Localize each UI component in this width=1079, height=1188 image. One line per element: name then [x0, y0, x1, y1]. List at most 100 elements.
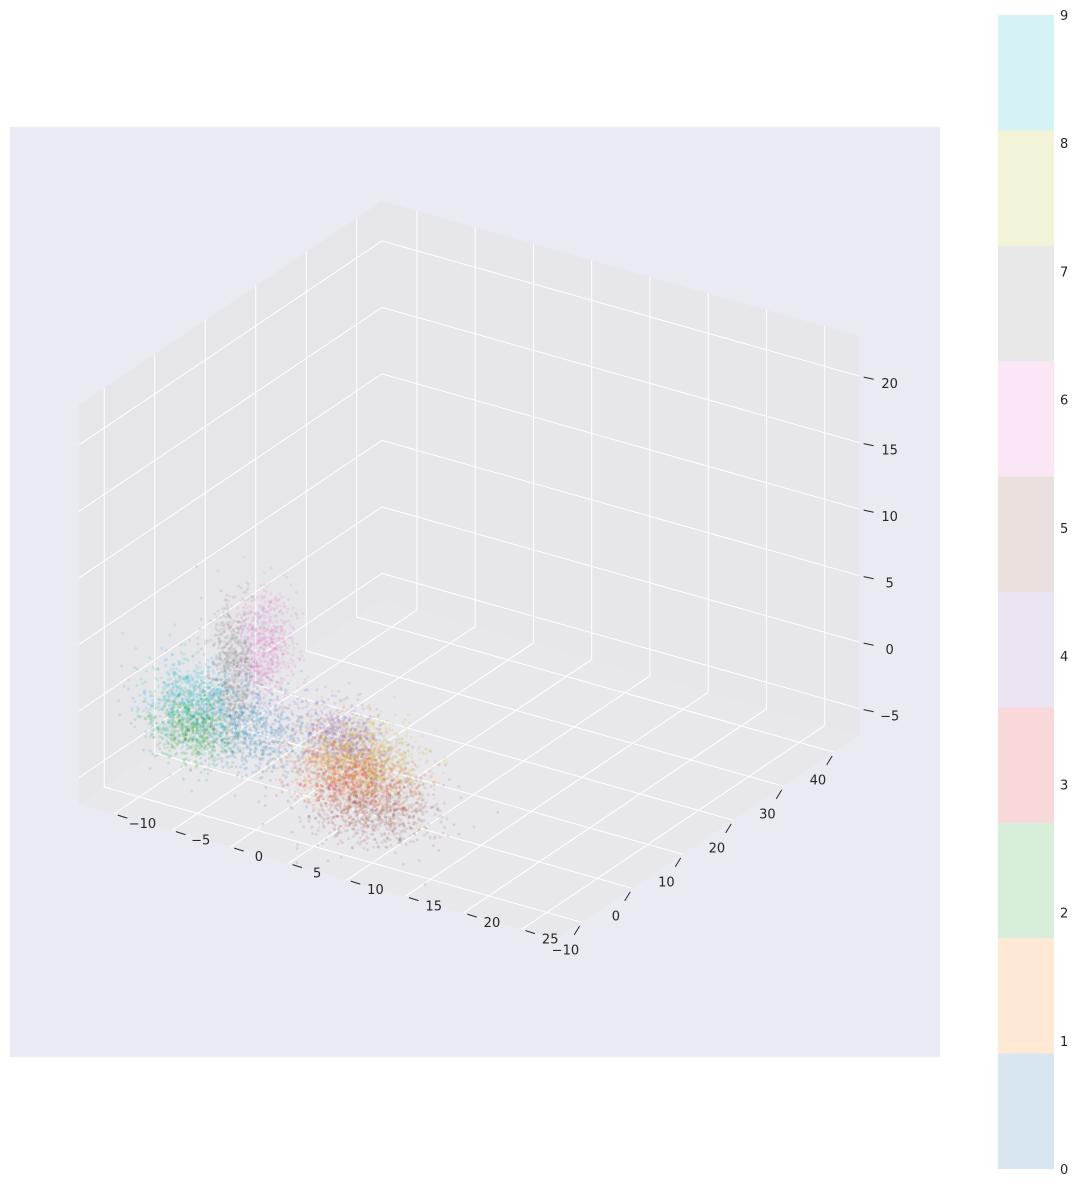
scatter-point	[369, 762, 373, 766]
scatter-point	[330, 810, 334, 814]
scatter-point	[264, 734, 268, 737]
scatter-point	[256, 696, 260, 700]
scatter-point	[272, 698, 276, 702]
scatter-point	[223, 740, 227, 744]
scatter-point	[208, 752, 212, 756]
scatter-point	[313, 736, 316, 740]
scatter-point	[352, 737, 355, 741]
scatter-point	[359, 750, 363, 754]
scatter-point	[277, 746, 281, 750]
scatter-point	[349, 774, 353, 778]
scatter-point	[241, 751, 245, 755]
scatter-point	[257, 692, 261, 696]
scatter-point	[211, 718, 215, 722]
scatter-point	[235, 734, 239, 738]
scatter-point	[170, 728, 174, 732]
scatter-point	[348, 765, 352, 769]
scatter-point	[322, 777, 325, 781]
scatter-point	[141, 700, 145, 703]
scatter-point	[174, 720, 177, 724]
scatter-point	[261, 732, 265, 736]
scatter-point	[183, 709, 187, 713]
scatter-point	[330, 759, 334, 763]
scatter-point	[341, 779, 345, 783]
scatter-point	[202, 725, 206, 729]
scatter-point	[393, 851, 397, 855]
scatter-point	[317, 796, 321, 799]
scatter-point	[196, 763, 200, 767]
scatter-point	[174, 702, 178, 706]
scatter-point	[264, 720, 268, 724]
scatter-point	[332, 764, 336, 768]
scatter-point	[290, 639, 294, 643]
scatter-point	[185, 736, 188, 740]
scatter-point	[186, 699, 190, 703]
scatter-point	[265, 769, 269, 773]
scatter-point	[337, 830, 341, 834]
scatter-point	[358, 836, 362, 840]
scatter-point	[323, 717, 327, 721]
scatter-point	[166, 746, 170, 750]
scatter-point	[324, 779, 328, 782]
scatter-point	[267, 621, 271, 625]
scatter-point	[299, 669, 303, 673]
scatter-point	[353, 706, 357, 710]
scatter-point	[306, 752, 310, 756]
scatter-point	[314, 737, 318, 741]
scatter-point	[277, 749, 280, 753]
scatter-point	[265, 610, 269, 614]
scatter-point	[142, 748, 146, 752]
scatter-point	[176, 724, 180, 728]
scatter-point	[371, 732, 375, 736]
scatter-point	[401, 862, 405, 866]
scatter-point	[350, 784, 354, 788]
scatter-point	[273, 732, 277, 736]
scatter-point	[395, 816, 399, 820]
scatter-point	[291, 760, 295, 764]
scatter-point	[384, 726, 388, 730]
scatter-point	[193, 759, 197, 762]
scatter-point	[257, 653, 261, 656]
scatter-point	[188, 708, 191, 712]
scatter-point	[300, 700, 304, 704]
scatter-point	[303, 799, 307, 803]
scatter-point	[314, 742, 318, 746]
scatter-point	[232, 754, 235, 758]
scatter-point	[330, 758, 333, 762]
scatter-point	[327, 764, 331, 768]
scatter-point	[260, 706, 264, 710]
scatter-point	[169, 733, 173, 737]
scatter-point	[344, 762, 348, 766]
scatter-point	[421, 813, 425, 816]
scatter-point	[207, 686, 210, 690]
scatter-point	[310, 749, 314, 753]
scatter-point	[267, 672, 271, 675]
scatter-point	[190, 751, 194, 755]
scatter-point	[243, 737, 247, 741]
scatter-point	[197, 711, 201, 715]
scatter-point	[171, 707, 174, 711]
scatter-point	[342, 787, 346, 791]
scatter-point	[227, 737, 231, 741]
scatter-point	[328, 771, 332, 775]
scatter-point	[168, 714, 172, 718]
scatter-point	[340, 774, 343, 778]
scatter-point	[289, 795, 293, 799]
scatter-point	[403, 800, 406, 803]
scatter-point	[258, 742, 262, 746]
scatter-point	[349, 788, 353, 792]
scatter-point	[229, 747, 233, 751]
scatter-point	[212, 746, 216, 750]
scatter-point	[333, 738, 337, 742]
scatter-point	[177, 720, 181, 724]
scatter-point	[361, 759, 365, 763]
scatter-point	[226, 741, 230, 745]
scatter-point	[258, 717, 262, 720]
scatter-point	[183, 730, 187, 734]
scatter-point	[250, 739, 254, 743]
scatter-point	[223, 724, 227, 728]
scatter-point	[369, 756, 373, 760]
scatter-point	[176, 742, 180, 746]
scatter-point	[351, 834, 355, 838]
scatter-point	[293, 790, 297, 794]
